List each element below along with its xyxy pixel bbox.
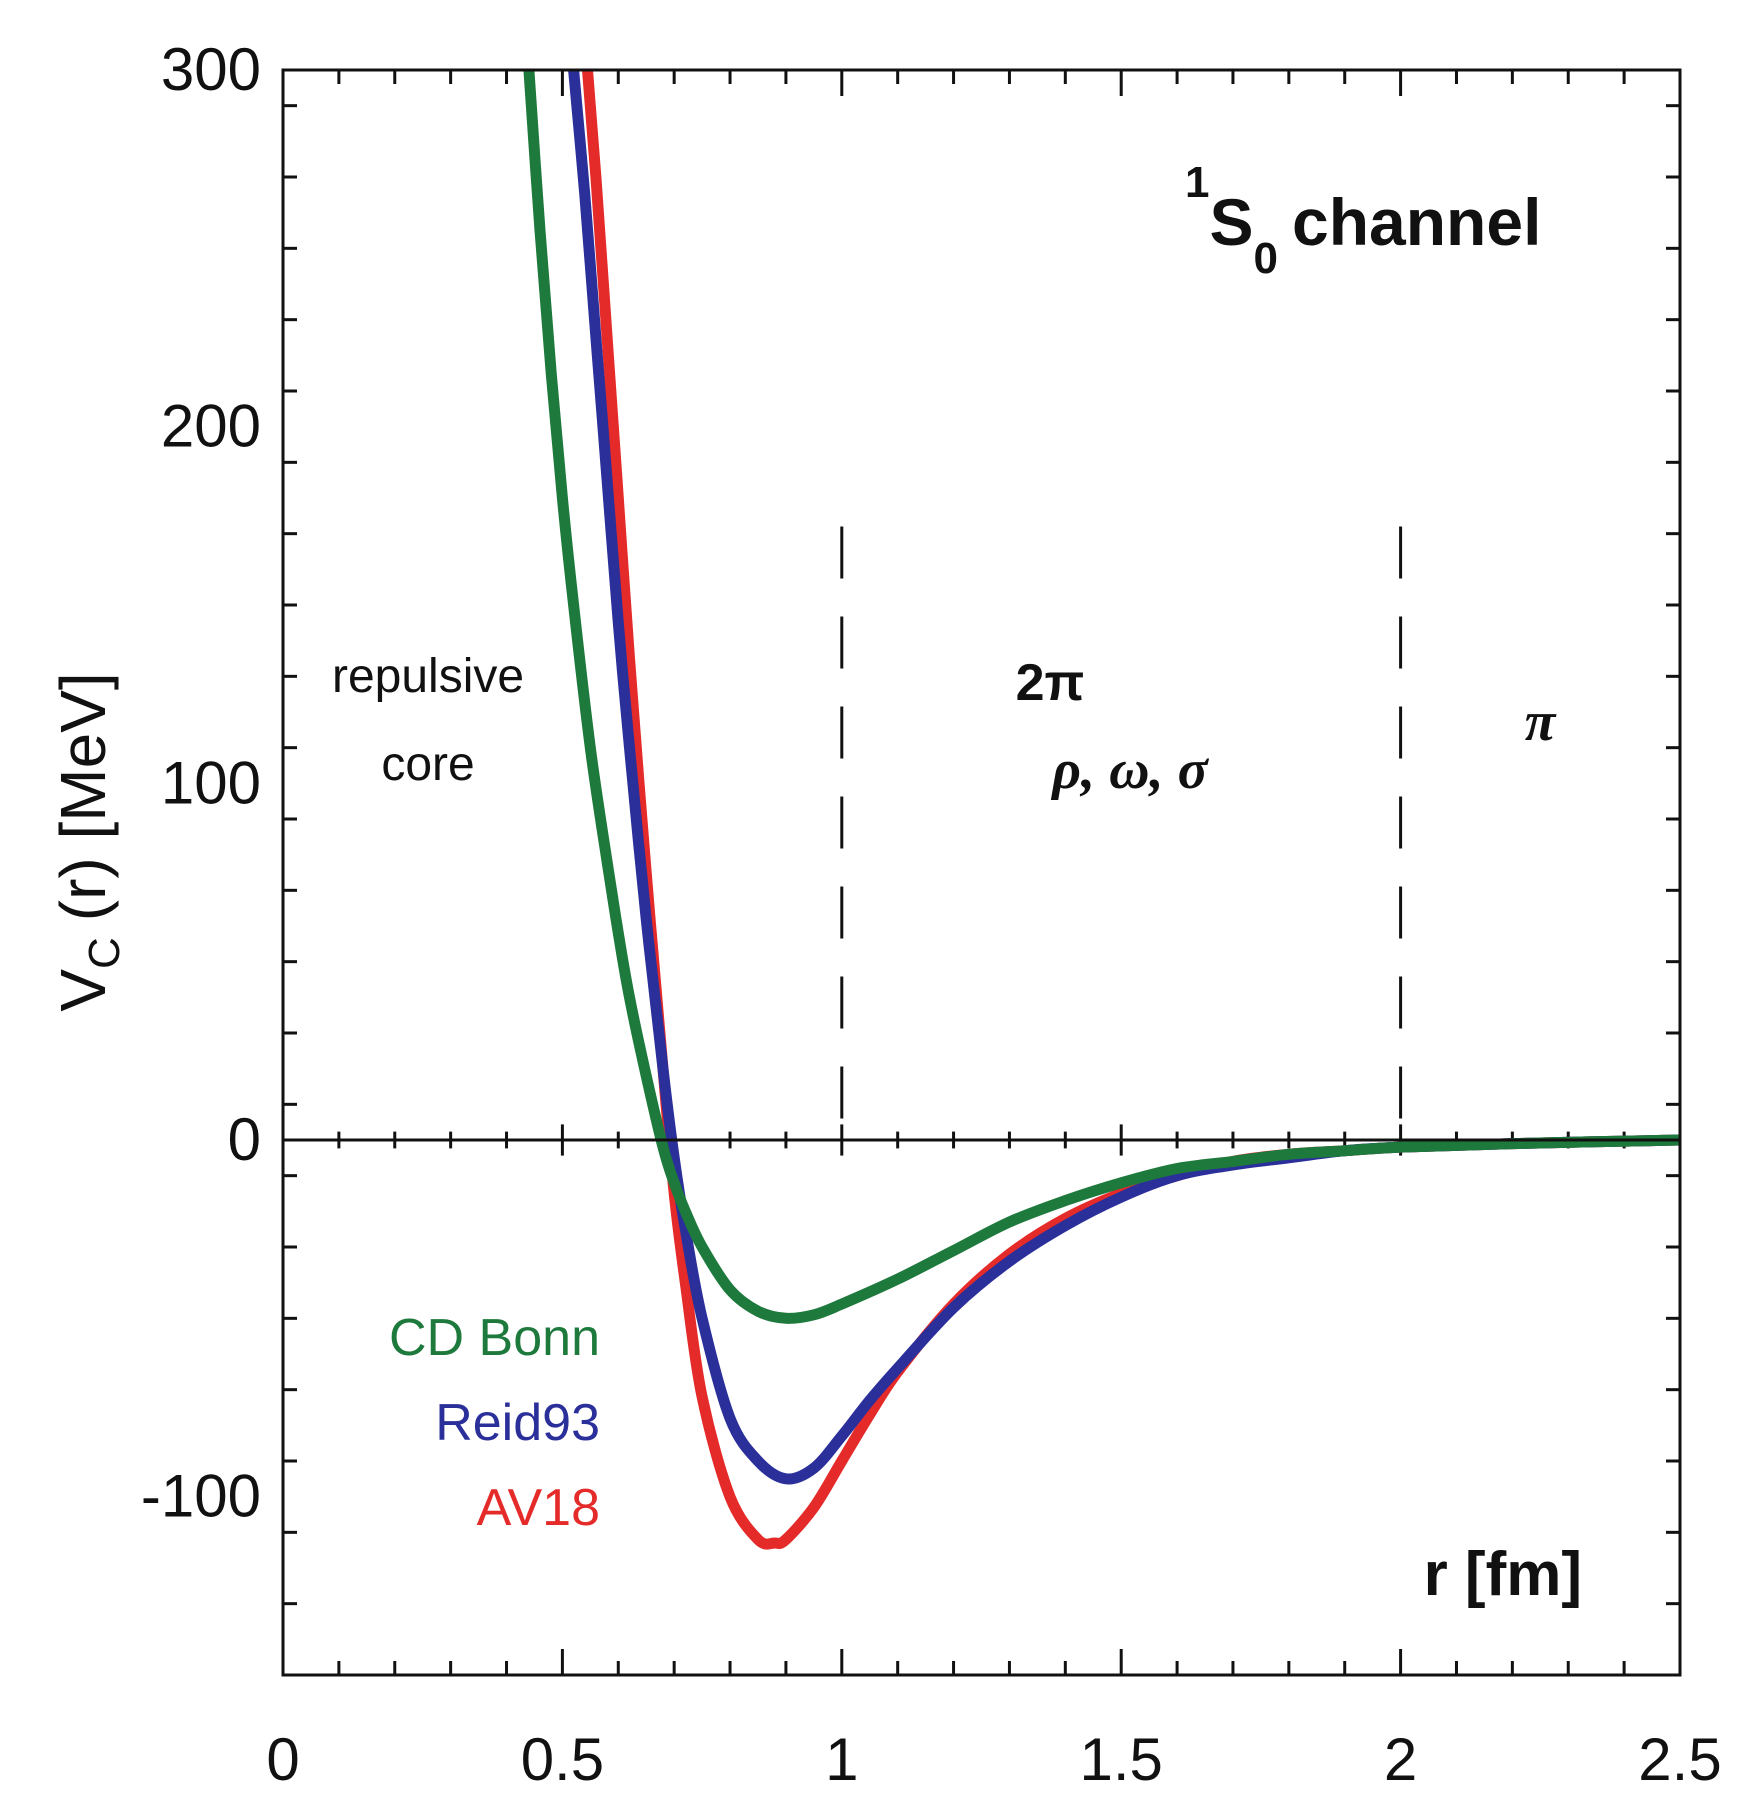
series-line-cd-bonn <box>523 70 1680 1324</box>
annotation-two-pi: 2π <box>1016 654 1085 712</box>
y-axis-title-subscript: C <box>80 937 129 969</box>
annotation-pi: π <box>1525 691 1557 753</box>
vertical-dashed-lines <box>840 526 1403 1140</box>
y-tick-label: -100 <box>141 1463 261 1530</box>
y-axis-title-main: V <box>47 969 119 1012</box>
y-tick-label: 100 <box>161 749 261 816</box>
y-axis-title: VC (r) [MeV] <box>47 672 129 1011</box>
legend-cd-bonn: CD Bonn <box>389 1309 600 1367</box>
plot-frame <box>281 68 1682 1677</box>
x-tick-label: 1.5 <box>1079 1726 1162 1793</box>
x-tick-labels: 0 0.5 1 1.5 2 2.5 <box>266 1726 1721 1793</box>
legend-reid93: Reid93 <box>435 1394 600 1452</box>
x-tick-label: 2 <box>1384 1726 1417 1793</box>
y-tick-label: 200 <box>161 393 261 460</box>
x-tick-label: 0.5 <box>521 1726 604 1793</box>
legend-av18: AV18 <box>477 1479 600 1537</box>
channel-title-main: S <box>1209 185 1253 259</box>
annotation-core: core <box>381 738 474 791</box>
y-axis-title-rest: (r) [MeV] <box>47 672 119 921</box>
y-tick-label: 300 <box>161 36 261 103</box>
channel-title: 1S0 channel <box>1185 158 1541 283</box>
x-tick-label: 2.5 <box>1638 1726 1721 1793</box>
series-layer <box>523 70 1680 1550</box>
y-tick-label: 0 <box>228 1106 261 1173</box>
channel-title-subscript: 0 <box>1254 234 1278 283</box>
x-axis-title: r [fm] <box>1424 1540 1582 1609</box>
y-tick-labels: -100 0 100 200 300 <box>141 36 261 1530</box>
annotation-rho-omega-sigma: ρ, ω, σ <box>1050 739 1209 801</box>
annotation-repulsive: repulsive <box>332 650 524 703</box>
channel-title-suffix: channel <box>1292 185 1541 259</box>
x-tick-label: 0 <box>266 1726 299 1793</box>
x-tick-label: 1 <box>825 1726 858 1793</box>
channel-title-superscript: 1 <box>1185 158 1209 207</box>
